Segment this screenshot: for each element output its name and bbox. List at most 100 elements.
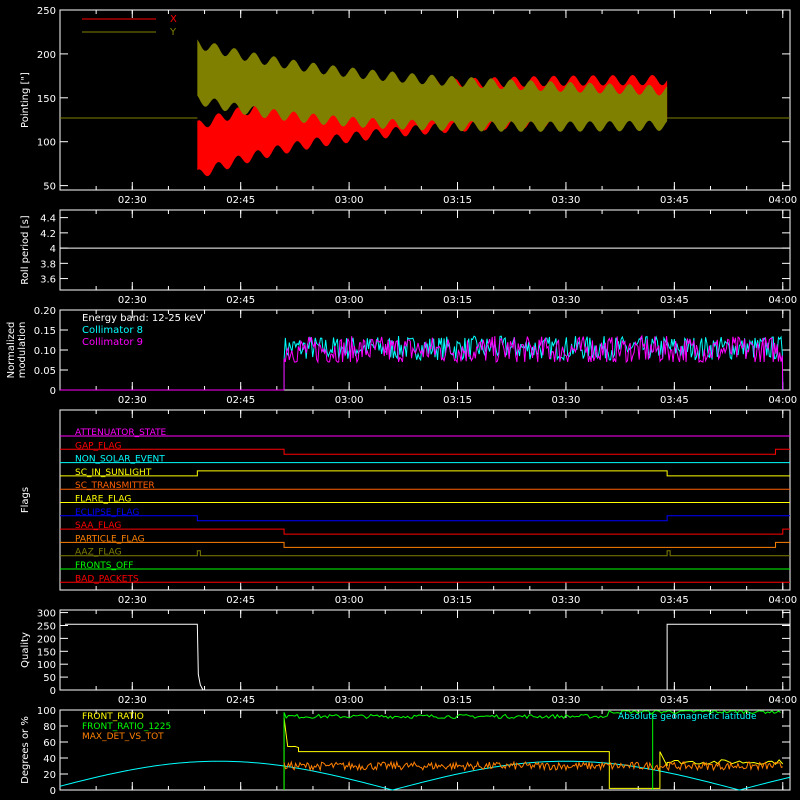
modulation-legend-label: Collimator 8 <box>82 325 143 336</box>
modulation-x-tick-label: 03:15 <box>443 395 472 406</box>
quality-panel: 02:30 02:45 03:00 03:15 03:30 03:45 04:00 0 50 10… <box>20 609 797 706</box>
roll-x-tick-label: 04:00 <box>768 295 797 306</box>
roll-y-tick-label: 4.4 <box>40 214 56 225</box>
quality-x-tick-label: 03:30 <box>552 695 581 706</box>
modulation-x-tick-label: 03:00 <box>335 395 364 406</box>
flag-trace-aaz-flag <box>60 550 790 557</box>
ratios-front-ratio-series <box>283 717 784 790</box>
quality-x-tick-label: 03:15 <box>443 695 472 706</box>
roll-x-tick-label: 03:45 <box>660 295 689 306</box>
roll-x-tick-label: 02:45 <box>226 295 255 306</box>
modulation-y-tick-label: 0.05 <box>34 366 56 377</box>
modulation-energy-band-label: Energy band: 12-25 keV <box>82 313 203 324</box>
modulation-x-tick-label: 02:45 <box>226 395 255 406</box>
flag-trace-gap-flag <box>60 448 790 455</box>
pointing-y-series <box>197 39 668 132</box>
pointing-y-tick-label: 200 <box>37 50 56 61</box>
pointing-x-tick-label: 03:00 <box>335 195 364 206</box>
flag-label-eclipse-flag: ECLIPSE_FLAG <box>75 508 139 518</box>
quality-y-tick-label: 0 <box>50 686 56 697</box>
pointing-y-tick-label: 250 <box>37 6 56 17</box>
flag-label-sc-in-sunlight: SC_IN_SUNLIGHT <box>75 468 152 478</box>
quality-x-tick-label: 03:00 <box>335 695 364 706</box>
flag-label-particle-flag: PARTICLE_FLAG <box>75 534 145 544</box>
ratios-panel: 0 20 40 60 80 100 Degrees or % FRONT_RATIOFRONT… <box>20 706 791 797</box>
roll-frame <box>59 209 791 291</box>
pointing-x-tick-label: 03:30 <box>552 195 581 206</box>
modulation-x-tick-label: 02:30 <box>118 395 147 406</box>
ratios-y-tick-label: 100 <box>37 706 56 717</box>
roll-panel: 02:30 02:45 03:00 03:15 03:30 03:45 04:00 3.6 3.… <box>20 209 797 306</box>
quality-trace <box>65 623 790 691</box>
flag-label-flare-flag: FLARE_FLAG <box>75 495 131 505</box>
pointing-y-tick-label: 100 <box>37 138 56 149</box>
flags-x-tick-label: 03:15 <box>443 595 472 606</box>
ratios-frame <box>59 709 791 791</box>
quality-x-tick-label: 03:45 <box>660 695 689 706</box>
flag-label-aaz-flag: AAZ_FLAG <box>75 548 122 558</box>
pointing-legend-label: Y <box>169 27 177 38</box>
flag-trace-eclipse-flag <box>60 515 790 522</box>
pointing-x-tick-label: 02:30 <box>118 195 147 206</box>
flag-label-bad-packets: BAD_PACKETS <box>75 574 139 584</box>
modulation-y-tick-label: 0.15 <box>34 326 56 337</box>
flag-label-saa-flag: SAA_FLAG <box>75 521 121 531</box>
ratios-y-axis-label: Degrees or % <box>20 716 31 784</box>
flags-x-tick-label: 03:00 <box>335 595 364 606</box>
ratios-y-tick-label: 20 <box>43 770 56 781</box>
ratios-geomagnetic-latitude-series <box>59 760 791 791</box>
modulation-y-tick-label: 0 <box>50 386 56 397</box>
roll-x-tick-label: 03:00 <box>335 295 364 306</box>
modulation-y-axis-label: Normalized <box>6 322 17 379</box>
modulation-y-tick-label: 0.20 <box>34 306 56 317</box>
pointing-x-tick-label: 04:00 <box>768 195 797 206</box>
roll-y-tick-label: 4.2 <box>40 229 56 240</box>
modulation-x-tick-label: 03:45 <box>660 395 689 406</box>
ratios-legend-label: FRONT_RATIO_1225 <box>82 722 171 732</box>
ratios-geomagnetic-latitude-label: Absolute geomagnetic latitude <box>618 712 757 722</box>
pointing-panel: 02:30 02:45 03:00 03:15 03:30 03:45 04:00 50 100… <box>20 6 797 206</box>
pointing-legend-label: X <box>170 14 177 25</box>
pointing-frame <box>59 9 791 191</box>
ratios-max-det-vs-tot-series <box>283 760 783 772</box>
flag-label-fronts-off: FRONTS_OFF <box>75 561 133 571</box>
flags-x-tick-label: 03:45 <box>660 595 689 606</box>
pointing-x-tick-label: 02:45 <box>226 195 255 206</box>
modulation-x-tick-label: 03:30 <box>552 395 581 406</box>
roll-x-tick-label: 03:30 <box>552 295 581 306</box>
pointing-y-axis-label: Pointing ["] <box>20 72 31 128</box>
quality-x-tick-label: 02:45 <box>226 695 255 706</box>
flags-panel: 02:30 02:45 03:00 03:15 03:30 03:45 04:00 Flags… <box>20 409 797 606</box>
flags-x-tick-label: 04:00 <box>768 595 797 606</box>
ratios-y-tick-label: 40 <box>43 754 56 765</box>
roll-y-tick-label: 3.8 <box>40 259 56 270</box>
pointing-x-tick-label: 03:15 <box>443 195 472 206</box>
roll-x-tick-label: 02:30 <box>118 295 147 306</box>
flag-trace-sc-in-sunlight <box>60 470 790 477</box>
flags-x-tick-label: 03:30 <box>552 595 581 606</box>
flags-y-axis-label: Flags <box>20 487 31 513</box>
flag-trace-saa-flag <box>60 528 790 535</box>
quality-y-tick-label: 150 <box>37 647 56 658</box>
ratios-front-ratio-1225-series <box>283 710 781 790</box>
roll-y-tick-label: 4 <box>50 244 56 255</box>
roll-y-axis-label: Roll period [s] <box>20 215 31 284</box>
flags-x-tick-label: 02:45 <box>226 595 255 606</box>
quality-y-tick-label: 300 <box>37 609 56 620</box>
ratios-y-tick-label: 80 <box>43 722 56 733</box>
ratios-y-tick-label: 0 <box>50 786 56 797</box>
roll-y-tick-label: 3.6 <box>40 275 56 286</box>
ratios-legend-label: FRONT_RATIO <box>82 712 144 722</box>
pointing-x-tick-label: 03:45 <box>660 195 689 206</box>
modulation-collimator-series <box>283 334 784 391</box>
flags-frame <box>59 409 791 591</box>
pointing-y-tick-label: 50 <box>43 182 56 193</box>
modulation-y-axis-label: modulation <box>17 322 28 379</box>
flag-label-gap-flag: GAP_FLAG <box>75 441 121 451</box>
pointing-y-tick-label: 150 <box>37 94 56 105</box>
flag-label-attenuator-state: ATTENUATOR_STATE <box>75 428 167 438</box>
modulation-y-tick-label: 0.10 <box>34 346 56 357</box>
flags-x-tick-label: 02:30 <box>118 595 147 606</box>
flag-trace-particle-flag <box>60 541 790 548</box>
